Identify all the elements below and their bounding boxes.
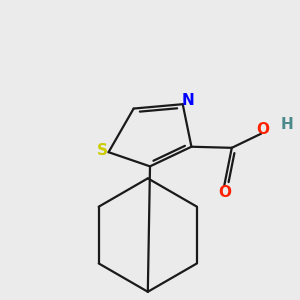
Text: H: H (281, 117, 294, 132)
Text: S: S (97, 143, 108, 158)
Text: O: O (256, 122, 269, 137)
Text: N: N (181, 93, 194, 108)
Text: O: O (218, 185, 231, 200)
